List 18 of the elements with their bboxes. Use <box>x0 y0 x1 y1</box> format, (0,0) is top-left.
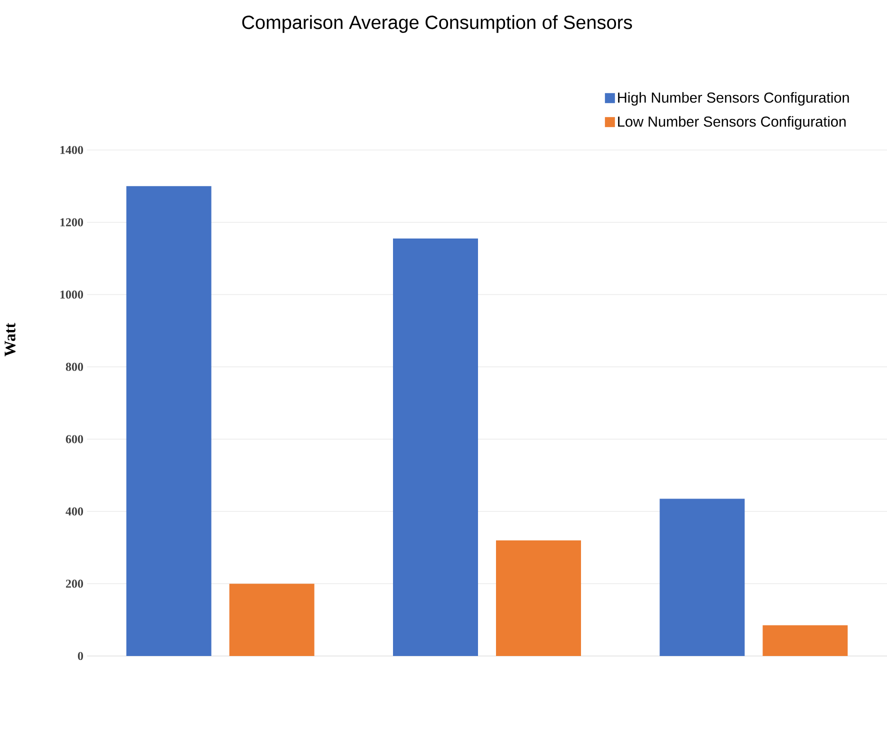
bar <box>660 498 745 656</box>
y-tick-label: 1000 <box>60 290 84 299</box>
y-tick-label: 1200 <box>60 218 84 226</box>
legend-label: High Number Sensors Configuration <box>618 92 849 106</box>
bar <box>496 540 582 656</box>
y-tick-label: 600 <box>66 435 84 444</box>
bar <box>126 186 212 656</box>
chart-title: Comparison Average Consumption of Sensors <box>242 15 632 33</box>
legend-label: Low Number Sensors Configuration <box>618 116 846 130</box>
bar <box>229 584 314 656</box>
y-axis-title: Watt <box>4 322 16 356</box>
y-tick-label: 1400 <box>60 146 84 154</box>
bar <box>393 238 478 656</box>
y-tick-label: 800 <box>66 362 84 371</box>
y-tick-label: 0 <box>78 652 84 660</box>
y-tick-label: 200 <box>66 580 84 588</box>
y-tick-label: 400 <box>66 507 84 516</box>
bar <box>762 625 848 656</box>
